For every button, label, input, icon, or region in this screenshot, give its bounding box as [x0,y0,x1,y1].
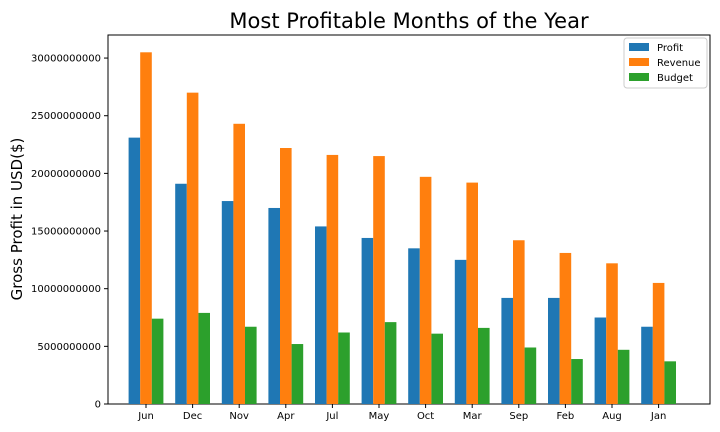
x-tick-label-feb: Feb [557,411,575,422]
bar-profit-jul [315,226,327,404]
bar-budget-jun [151,318,164,404]
bar-profit-jan [641,326,653,404]
legend-swatch-budget [629,73,649,81]
bar-budget-may [384,322,397,404]
bar-budget-sep [524,347,537,404]
bar-profit-nov [221,201,234,404]
bar-budget-jan [664,361,676,404]
bar-revenue-oct [419,176,432,404]
bar-budget-oct [431,333,443,404]
x-tick-label-jul: Jul [325,411,338,422]
bar-budget-nov [245,326,257,404]
bar-budget-aug [617,349,630,404]
x-tick-label-aug: Aug [602,411,622,422]
bar-revenue-mar [466,182,478,404]
y-tick-label: 30000000000 [31,54,101,65]
y-tick-label: 5000000000 [37,342,101,353]
legend-label-profit: Profit [657,43,683,54]
bar-revenue-apr [280,148,292,404]
x-tick-label-jun: Jun [137,411,154,422]
bar-budget-apr [291,344,304,404]
legend-label-budget: Budget [657,73,693,84]
bar-revenue-nov [233,123,245,405]
bar-revenue-jan [652,282,665,404]
chart-title: Most Profitable Months of the Year [229,9,589,33]
y-tick-label: 0 [95,400,101,411]
y-axis-label: Gross Profit in USD($) [8,138,26,301]
bar-revenue-sep [513,240,525,404]
bar-profit-oct [408,248,420,404]
bar-revenue-jun [140,52,152,404]
bar-budget-feb [571,359,583,404]
bar-revenue-may [373,156,385,404]
x-tick-label-dec: Dec [183,411,202,422]
legend-swatch-revenue [629,58,649,66]
bar-profit-apr [268,207,280,404]
x-tick-label-sep: Sep [509,411,528,422]
bar-budget-dec [198,312,210,404]
legend-swatch-profit [629,43,649,51]
y-tick-label: 15000000000 [31,227,101,238]
bar-profit-aug [594,317,607,404]
plot-area: 0 5000000000 10000000000 15000000000 2000000… [31,34,711,422]
x-tick-label-oct: Oct [417,411,434,422]
y-tick-label: 10000000000 [31,284,101,295]
bar-revenue-jul [326,154,339,404]
legend-label-revenue: Revenue [657,58,701,69]
bar-profit-dec [175,183,187,404]
bar-profit-sep [501,297,513,404]
x-tick-label-may: May [369,411,390,422]
bar-budget-jul [338,332,350,404]
y-tick-label: 25000000000 [31,111,101,122]
legend: Profit Revenue Budget [623,37,708,89]
x-tick-label-nov: Nov [229,411,249,422]
bar-profit-may [361,237,374,404]
y-tick-label: 20000000000 [31,169,101,180]
bar-revenue-dec [186,92,199,404]
bar-budget-mar [478,327,490,404]
bar-profit-feb [548,297,560,404]
bar-profit-jun [128,137,141,405]
bar-profit-mar [454,259,467,404]
bar-revenue-aug [606,263,618,404]
x-tick-label-apr: Apr [277,411,295,422]
x-tick-label-mar: Mar [463,411,483,422]
x-tick-label-jan: Jan [650,411,666,422]
bar-revenue-feb [559,252,572,404]
